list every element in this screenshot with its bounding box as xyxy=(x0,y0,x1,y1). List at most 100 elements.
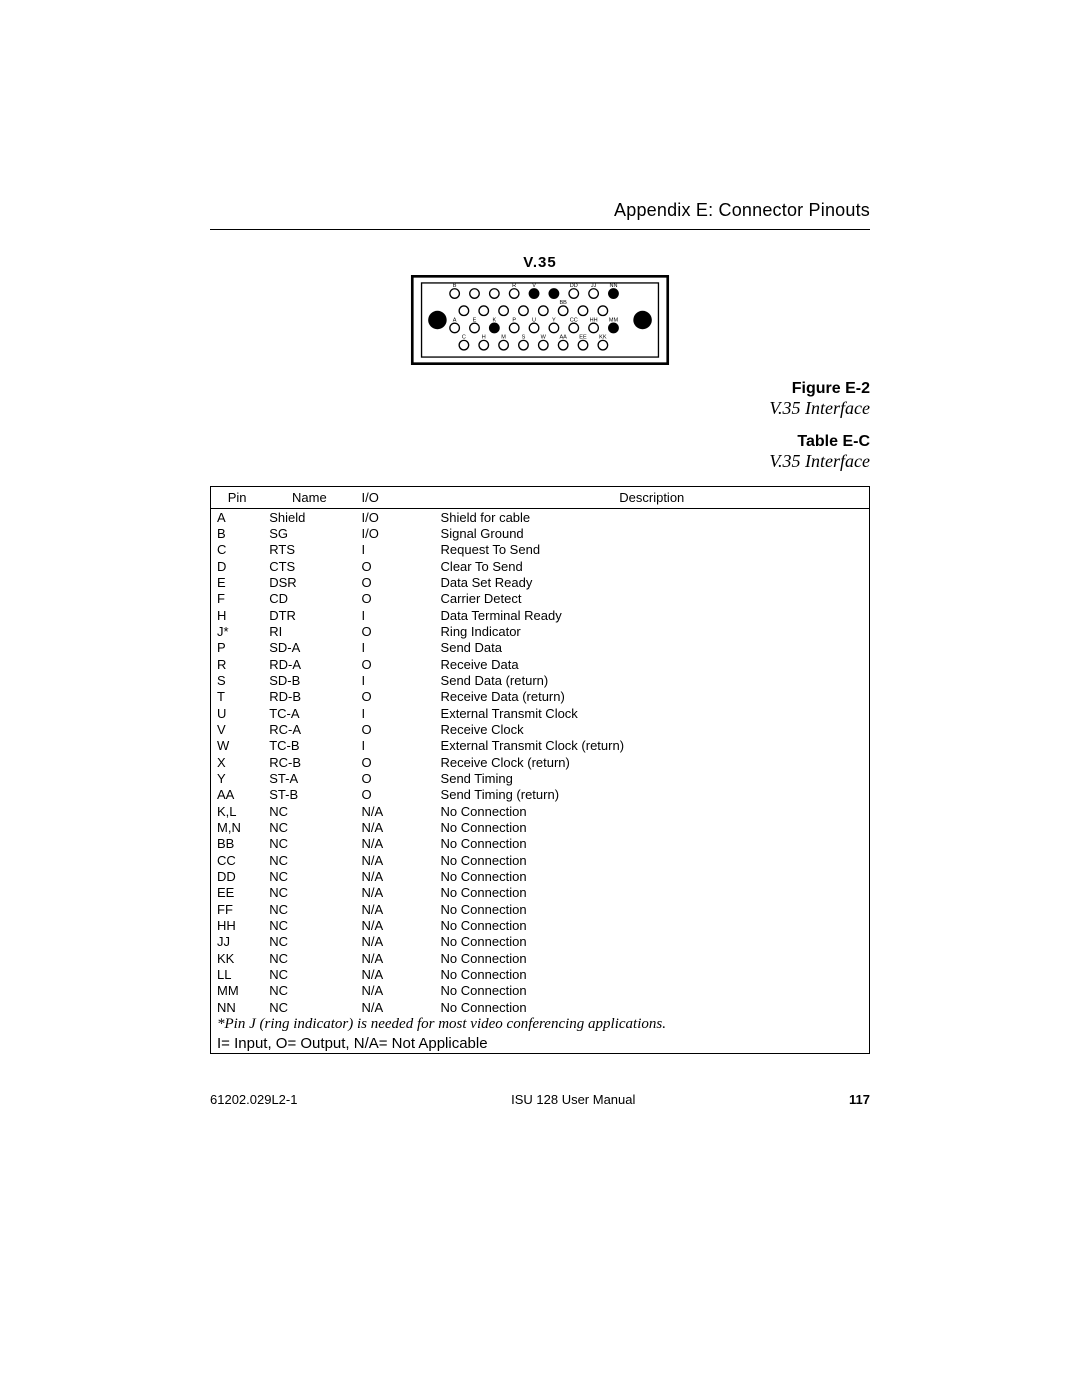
table-cell: O xyxy=(355,575,434,591)
svg-text:KK: KK xyxy=(599,335,607,341)
connector-label: V.35 xyxy=(210,254,870,271)
table-cell: N/A xyxy=(355,852,434,868)
table-cell: JJ xyxy=(211,934,264,950)
table-cell: O xyxy=(355,787,434,803)
table-cell: N/A xyxy=(355,983,434,999)
table-cell: I xyxy=(355,542,434,558)
table-cell: RD-A xyxy=(263,656,355,672)
appendix-header: Appendix E: Connector Pinouts xyxy=(210,200,870,221)
table-cell: LL xyxy=(211,967,264,983)
table-cell: Shield for cable xyxy=(435,509,870,526)
table-cell: N/A xyxy=(355,885,434,901)
table-cell: I/O xyxy=(355,509,434,526)
table-cell: Data Set Ready xyxy=(435,575,870,591)
svg-text:DD: DD xyxy=(570,283,578,289)
table-cell: A xyxy=(211,509,264,526)
table-cell: External Transmit Clock xyxy=(435,705,870,721)
svg-text:K: K xyxy=(492,317,496,323)
table-row: HHNCN/ANo Connection xyxy=(211,918,870,934)
table-cell: NC xyxy=(263,820,355,836)
table-cell: No Connection xyxy=(435,852,870,868)
table-row: CRTSIRequest To Send xyxy=(211,542,870,558)
svg-text:HH: HH xyxy=(590,317,598,323)
svg-text:H: H xyxy=(482,335,486,341)
page-number: 117 xyxy=(849,1092,870,1107)
table-cell: NC xyxy=(263,885,355,901)
table-cell: ST-A xyxy=(263,771,355,787)
svg-text:V: V xyxy=(532,283,536,289)
table-row: AAST-BOSend Timing (return) xyxy=(211,787,870,803)
doc-number: 61202.029L2-1 xyxy=(210,1092,297,1107)
table-cell: F xyxy=(211,591,264,607)
table-row: HDTRIData Terminal Ready xyxy=(211,607,870,623)
table-cell: No Connection xyxy=(435,803,870,819)
svg-text:W: W xyxy=(541,335,547,341)
table-footnote-row: *Pin J (ring indicator) is needed for mo… xyxy=(211,1016,870,1035)
table-row: EENCN/ANo Connection xyxy=(211,885,870,901)
table-row: SSD-BISend Data (return) xyxy=(211,673,870,689)
svg-text:CC: CC xyxy=(570,317,578,323)
table-cell: Send Data (return) xyxy=(435,673,870,689)
col-desc: Description xyxy=(435,487,870,509)
table-row: MMNCN/ANo Connection xyxy=(211,983,870,999)
figure-title: V.35 Interface xyxy=(210,398,870,419)
table-cell: O xyxy=(355,771,434,787)
table-cell: No Connection xyxy=(435,918,870,934)
table-row: YST-AOSend Timing xyxy=(211,771,870,787)
svg-text:A: A xyxy=(453,317,457,323)
document-page: Appendix E: Connector Pinouts V.35 xyxy=(0,0,1080,1397)
table-cell: NN xyxy=(211,999,264,1015)
table-cell: Receive Data (return) xyxy=(435,689,870,705)
table-cell: Send Timing xyxy=(435,771,870,787)
table-row: JJNCN/ANo Connection xyxy=(211,934,870,950)
table-cell: Send Data xyxy=(435,640,870,656)
table-cell: Receive Clock (return) xyxy=(435,754,870,770)
svg-text:S: S xyxy=(522,335,526,341)
figure-number: Figure E-2 xyxy=(210,380,870,398)
table-cell: N/A xyxy=(355,918,434,934)
table-cell: Clear To Send xyxy=(435,558,870,574)
svg-text:E: E xyxy=(473,317,477,323)
table-cell: NC xyxy=(263,803,355,819)
table-cell: N/A xyxy=(355,820,434,836)
svg-text:MM: MM xyxy=(609,317,619,323)
table-cell: W xyxy=(211,738,264,754)
table-cell: No Connection xyxy=(435,869,870,885)
table-cell: N/A xyxy=(355,999,434,1015)
table-cell: Receive Clock xyxy=(435,722,870,738)
table-cell: N/A xyxy=(355,869,434,885)
table-cell: Carrier Detect xyxy=(435,591,870,607)
table-cell: No Connection xyxy=(435,950,870,966)
table-cell: RTS xyxy=(263,542,355,558)
table-row: DDNCN/ANo Connection xyxy=(211,869,870,885)
table-cell: S xyxy=(211,673,264,689)
table-cell: O xyxy=(355,624,434,640)
table-cell: K,L xyxy=(211,803,264,819)
table-row: K,LNCN/ANo Connection xyxy=(211,803,870,819)
table-cell: O xyxy=(355,558,434,574)
svg-text:NN: NN xyxy=(609,283,617,289)
table-cell: RC-A xyxy=(263,722,355,738)
table-cell: I/O xyxy=(355,526,434,542)
table-cell: NC xyxy=(263,950,355,966)
svg-text:P: P xyxy=(512,317,516,323)
table-cell: Signal Ground xyxy=(435,526,870,542)
table-cell: P xyxy=(211,640,264,656)
page-footer: 61202.029L2-1 ISU 128 User Manual 117 xyxy=(210,1092,870,1107)
table-cell: I xyxy=(355,705,434,721)
table-cell: No Connection xyxy=(435,836,870,852)
table-title: V.35 Interface xyxy=(210,451,870,472)
table-cell: X xyxy=(211,754,264,770)
table-row: WTC-BIExternal Transmit Clock (return) xyxy=(211,738,870,754)
table-header-row: Pin Name I/O Description xyxy=(211,487,870,509)
svg-text:M: M xyxy=(501,335,506,341)
table-cell: DSR xyxy=(263,575,355,591)
table-cell: NC xyxy=(263,999,355,1015)
table-legend: I= Input, O= Output, N/A= Not Applicable xyxy=(211,1034,870,1053)
table-cell: B xyxy=(211,526,264,542)
table-row: J*RIORing Indicator xyxy=(211,624,870,640)
table-row: CCNCN/ANo Connection xyxy=(211,852,870,868)
table-cell: RC-B xyxy=(263,754,355,770)
svg-text:AA: AA xyxy=(559,335,567,341)
table-cell: N/A xyxy=(355,836,434,852)
